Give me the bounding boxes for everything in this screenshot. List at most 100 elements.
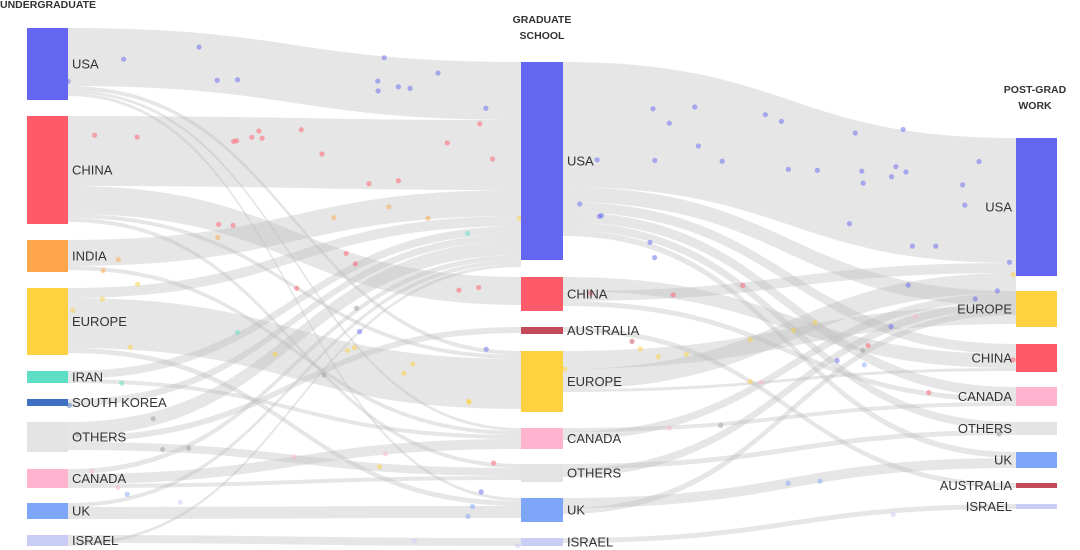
particle xyxy=(89,468,95,474)
particle xyxy=(115,256,121,263)
particle xyxy=(846,221,853,227)
particle xyxy=(478,489,484,495)
flow-band xyxy=(68,241,521,436)
node-label: OTHERS xyxy=(567,465,622,480)
node xyxy=(1016,138,1057,276)
node-label: ISRAEL xyxy=(72,533,118,548)
particle xyxy=(115,484,121,491)
particle xyxy=(366,181,372,187)
particle xyxy=(100,267,106,274)
particle xyxy=(127,344,134,350)
particle xyxy=(74,431,81,437)
node-label: UK xyxy=(567,502,585,517)
node xyxy=(1016,344,1057,372)
particle xyxy=(256,128,262,134)
node xyxy=(1016,422,1057,435)
flow-band xyxy=(563,230,1016,458)
particle xyxy=(476,284,482,291)
particle xyxy=(814,167,820,173)
node xyxy=(27,399,68,406)
flow-band xyxy=(563,301,1016,402)
node-label: IRAN xyxy=(72,369,103,384)
particle xyxy=(666,120,672,126)
particle xyxy=(933,243,939,249)
particle xyxy=(483,105,489,111)
node-label: EUROPE xyxy=(72,314,127,329)
flow-band xyxy=(563,212,1016,397)
particle xyxy=(382,451,389,457)
node xyxy=(27,469,68,488)
particle xyxy=(121,56,127,62)
particle xyxy=(291,454,297,460)
flow-band xyxy=(563,263,1016,301)
node-label: CHINA xyxy=(567,286,608,301)
particle xyxy=(598,213,605,219)
column-title: GRADUATE SCHOOL xyxy=(512,14,572,42)
particle xyxy=(629,338,635,344)
node xyxy=(27,240,68,272)
particle xyxy=(411,538,418,544)
node-label: INDIA xyxy=(72,248,107,263)
flow-band xyxy=(68,186,521,305)
node-label: USA xyxy=(72,56,99,71)
particle xyxy=(91,132,98,138)
particle xyxy=(692,104,698,110)
particle xyxy=(331,215,337,221)
particle xyxy=(351,344,358,351)
flow-band xyxy=(563,306,1016,369)
particle xyxy=(785,166,791,172)
flow-band xyxy=(68,255,521,474)
particle xyxy=(119,380,125,386)
particle xyxy=(425,215,431,221)
particle xyxy=(294,285,300,291)
node xyxy=(521,464,563,482)
node-label: CHINA xyxy=(972,350,1013,365)
flow-band xyxy=(68,439,521,484)
flow-band xyxy=(68,535,521,546)
particle xyxy=(790,327,797,333)
flow-band xyxy=(68,260,521,507)
particle xyxy=(762,112,768,118)
particle xyxy=(407,85,413,91)
node xyxy=(521,62,563,260)
particle xyxy=(230,222,236,228)
node xyxy=(27,371,68,383)
particle xyxy=(70,307,76,314)
particle xyxy=(909,243,916,249)
particle xyxy=(666,425,672,431)
particle xyxy=(812,319,818,326)
flow-band xyxy=(68,327,521,442)
flow-band xyxy=(68,116,521,190)
particle xyxy=(778,118,784,124)
particle xyxy=(652,157,658,164)
particle xyxy=(160,446,166,453)
flow-band xyxy=(68,506,521,519)
particle xyxy=(456,287,462,293)
particle xyxy=(515,543,521,549)
flow-band xyxy=(68,86,521,355)
particle xyxy=(395,178,401,184)
node-label: EUROPE xyxy=(567,374,622,389)
node xyxy=(1016,291,1057,327)
particle xyxy=(344,347,351,354)
particle xyxy=(483,346,489,352)
flows xyxy=(68,28,1016,546)
particle xyxy=(962,202,968,208)
particle xyxy=(861,362,867,368)
particle xyxy=(401,370,407,376)
particle xyxy=(375,78,381,84)
flow-band xyxy=(68,298,521,409)
particle xyxy=(134,281,141,287)
particle xyxy=(353,305,360,311)
flow-band xyxy=(68,476,521,488)
node xyxy=(27,535,68,546)
particle xyxy=(860,180,866,186)
particle xyxy=(386,204,392,210)
node xyxy=(27,288,68,355)
flow-band xyxy=(68,379,521,439)
particle xyxy=(900,126,906,133)
particle xyxy=(216,221,222,227)
particle xyxy=(758,379,764,386)
flow-band xyxy=(68,226,521,379)
